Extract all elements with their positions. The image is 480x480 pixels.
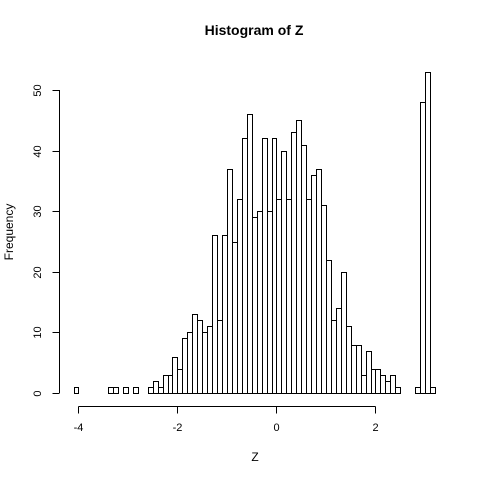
y-tick-label: 40 <box>32 145 44 157</box>
histogram-bar <box>247 114 253 394</box>
histogram-bar <box>286 199 292 394</box>
histogram-bar <box>163 375 169 394</box>
histogram-bar <box>262 138 268 394</box>
histogram-bar <box>356 345 362 394</box>
histogram-bar <box>153 381 159 394</box>
histogram-bar <box>390 375 396 394</box>
histogram-bar <box>222 235 228 394</box>
x-tick-label: 2 <box>372 422 378 434</box>
histogram-bar <box>168 375 173 394</box>
y-tick-label: 50 <box>32 84 44 96</box>
y-tick-label: 20 <box>32 266 44 278</box>
histogram-bar <box>351 345 357 394</box>
histogram-bar <box>123 387 129 394</box>
histogram-bar <box>361 375 367 394</box>
histogram-bar <box>371 369 376 394</box>
histogram-bar <box>252 217 258 394</box>
histogram-bar <box>192 314 198 394</box>
x-axis-label: Z <box>251 450 258 464</box>
histogram-bar <box>257 211 263 394</box>
x-tick-label: 0 <box>273 422 279 434</box>
histogram-bar <box>415 387 421 394</box>
histogram-bar <box>217 320 223 394</box>
histogram-bar <box>430 387 436 394</box>
histogram-bar <box>227 169 233 394</box>
histogram-bar <box>316 169 322 394</box>
histogram-bar <box>182 338 188 394</box>
y-tick-label: 10 <box>32 326 44 338</box>
histogram-bar <box>341 272 347 394</box>
histogram-bar <box>276 199 282 394</box>
histogram-bar <box>158 387 164 394</box>
histogram-bar <box>291 132 297 394</box>
histogram-bar <box>242 138 248 394</box>
histogram-bar <box>202 332 208 394</box>
histogram-bar <box>207 326 213 394</box>
histogram-bar <box>306 199 312 394</box>
histogram-bar <box>346 326 352 394</box>
histogram-bar <box>301 145 307 394</box>
histogram-bar <box>385 381 391 394</box>
histogram-bar <box>148 387 154 394</box>
histogram-bar <box>331 320 337 394</box>
y-tick-label: 0 <box>32 390 44 396</box>
histogram-bar <box>395 387 401 394</box>
x-tick-label: -4 <box>74 422 84 434</box>
y-axis: 0 10 20 30 40 50 <box>32 84 60 397</box>
histogram-bar <box>187 332 193 394</box>
histogram-bar <box>172 357 178 394</box>
histogram-bar <box>237 199 243 394</box>
histogram-bar <box>113 387 119 394</box>
histogram-bar <box>296 120 302 394</box>
histogram-bar <box>336 308 342 394</box>
histogram-bar <box>232 242 238 394</box>
histogram-bar <box>108 387 114 394</box>
x-tick-label: -2 <box>173 422 183 434</box>
histogram-bar <box>366 351 372 394</box>
x-axis: -4 -2 0 2 <box>74 406 379 434</box>
histogram-bar <box>375 369 381 394</box>
histogram-bar <box>311 175 317 394</box>
histogram-bar <box>272 138 277 394</box>
y-tick-label: 30 <box>32 205 44 217</box>
chart-title: Histogram of Z <box>205 22 304 38</box>
histogram-bar <box>425 72 431 394</box>
bars-group <box>74 72 436 394</box>
histogram-bar <box>420 102 426 394</box>
histogram-bar <box>321 205 327 394</box>
histogram-bar <box>197 320 203 394</box>
histogram-bar <box>326 260 332 394</box>
histogram-bar <box>380 375 386 394</box>
histogram-bar <box>133 387 139 394</box>
histogram-bar <box>212 235 218 394</box>
histogram-bar <box>74 387 79 394</box>
histogram-bar <box>267 211 273 394</box>
histogram-bar <box>177 369 183 394</box>
y-axis-label: Frequency <box>2 204 16 261</box>
histogram-bar <box>281 151 287 394</box>
